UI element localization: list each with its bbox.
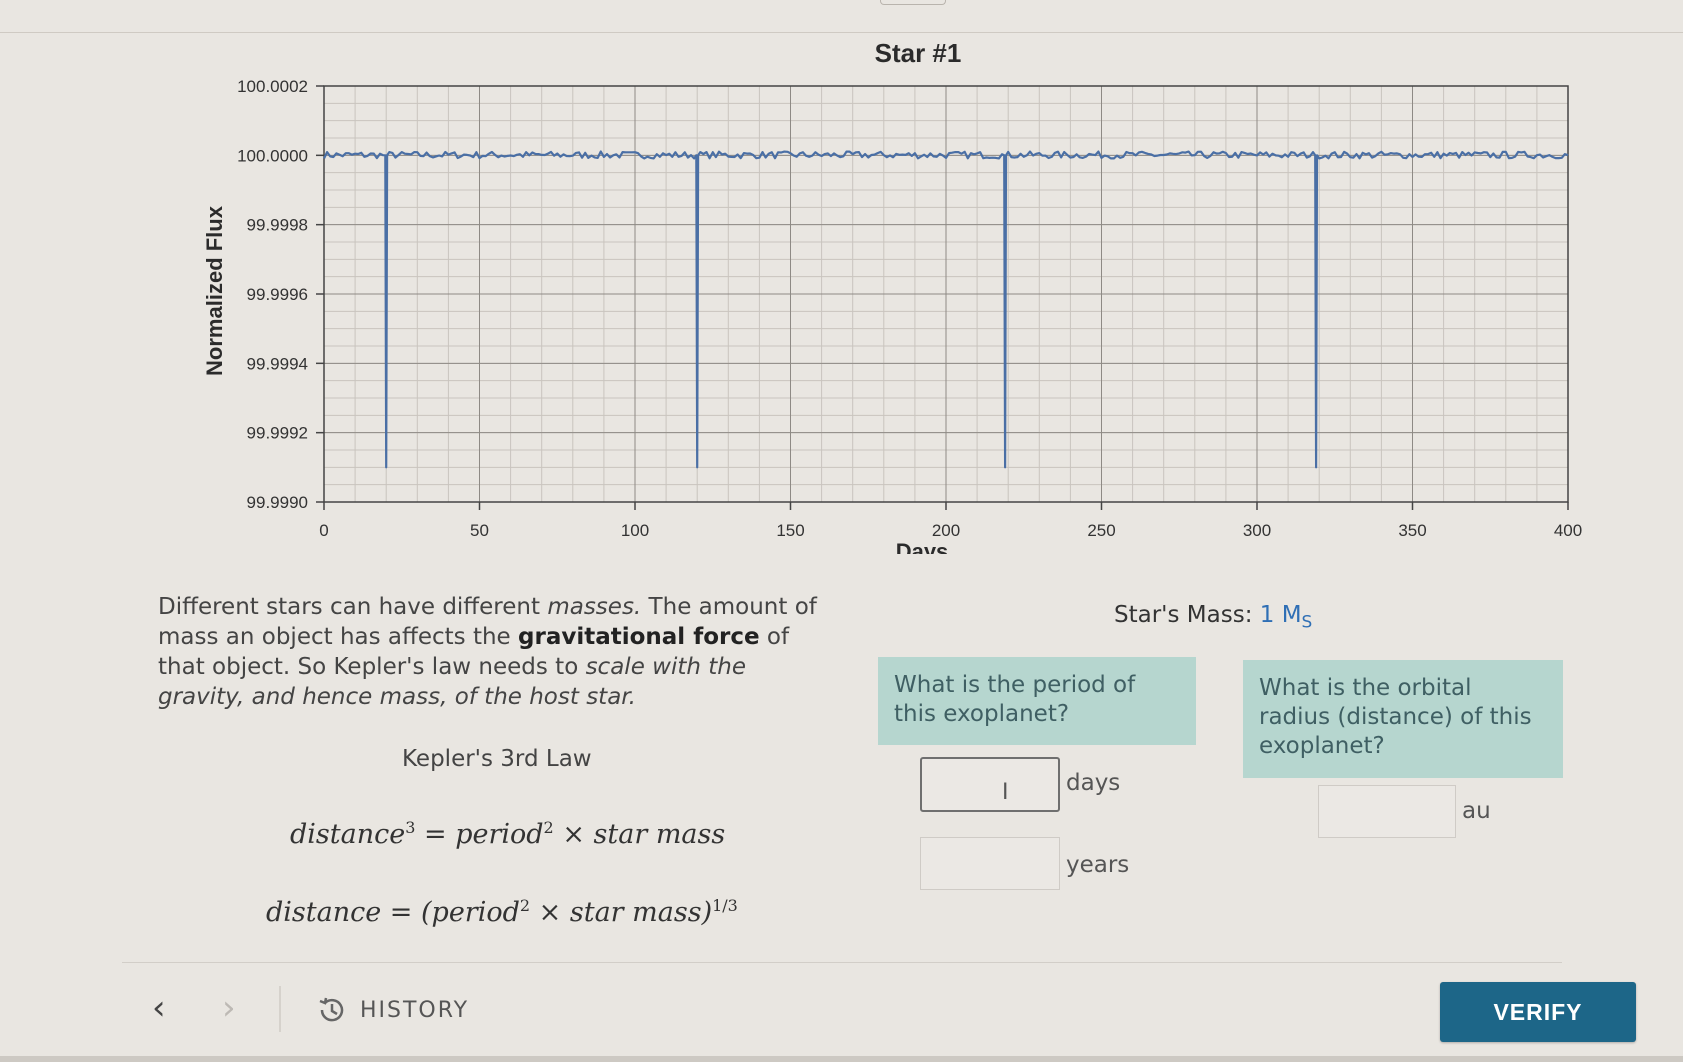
plot-frame bbox=[323, 85, 1569, 503]
y-tick-label: 99.9998 bbox=[247, 216, 308, 235]
previous-arrow-icon[interactable]: ‹ bbox=[152, 988, 166, 1028]
kepler-formula-1: distance3 = period2 × star mass bbox=[290, 818, 726, 850]
bottom-divider bbox=[122, 962, 1562, 963]
x-tick-label: 0 bbox=[319, 521, 328, 540]
law-title: Kepler's 3rd Law bbox=[402, 746, 592, 772]
y-tick-label: 99.9994 bbox=[247, 354, 308, 373]
x-tick-label: 300 bbox=[1243, 521, 1271, 540]
kepler-formula-2: distance = (period2 × star mass)1/3 bbox=[266, 896, 738, 928]
top-divider bbox=[0, 32, 1683, 33]
period-days-input[interactable] bbox=[920, 757, 1060, 812]
x-tick-label: 150 bbox=[776, 521, 804, 540]
x-tick-label: 50 bbox=[470, 521, 489, 540]
flux-series-line bbox=[323, 150, 1569, 469]
history-clock-icon bbox=[319, 997, 344, 1022]
x-tick-label: 350 bbox=[1398, 521, 1426, 540]
description-text: Different stars can have different masse… bbox=[158, 594, 817, 710]
window-bottom-edge bbox=[0, 1056, 1683, 1062]
x-tick-label: 100 bbox=[621, 521, 649, 540]
nav-separator bbox=[279, 986, 281, 1032]
x-tick-label: 200 bbox=[932, 521, 960, 540]
history-button[interactable]: HISTORY bbox=[316, 994, 469, 1026]
star-mass-value: 1 MS bbox=[1259, 602, 1313, 633]
y-axis-label: Normalized Flux bbox=[202, 205, 227, 376]
chart-title: Star #1 bbox=[875, 38, 962, 68]
radius-au-input[interactable] bbox=[1318, 785, 1456, 838]
period-question: What is the period of this exoplanet? bbox=[878, 657, 1196, 745]
history-label: HISTORY bbox=[360, 997, 470, 1023]
y-tick-label: 100.0000 bbox=[237, 146, 308, 165]
next-arrow-icon[interactable]: › bbox=[222, 988, 236, 1028]
gravitational-force-bold: gravitational force bbox=[518, 624, 760, 650]
y-tick-label: 100.0002 bbox=[237, 77, 308, 96]
verify-button[interactable]: VERIFY bbox=[1440, 982, 1636, 1042]
au-unit-label: au bbox=[1462, 798, 1491, 824]
star-mass: Star's Mass: 1 MS bbox=[1114, 602, 1313, 633]
x-axis-label: Days bbox=[896, 539, 949, 554]
y-tick-label: 99.9990 bbox=[247, 493, 308, 512]
light-curve-chart: Star #1 99.9990 99.9992 99.9994 99.9996 99.9… bbox=[202, 38, 1582, 554]
scale-emphasis: scale with the gravity, and hence mass, … bbox=[158, 654, 747, 710]
x-tick-label: 400 bbox=[1554, 521, 1582, 540]
y-tick-label: 99.9992 bbox=[247, 424, 308, 443]
days-unit-label: days bbox=[1066, 770, 1121, 796]
x-tick-label: 250 bbox=[1087, 521, 1115, 540]
years-unit-label: years bbox=[1066, 852, 1130, 878]
radius-question: What is the orbital radius (distance) of… bbox=[1243, 660, 1563, 778]
top-tab-handle bbox=[880, 0, 946, 5]
masses-emphasis: masses. bbox=[547, 594, 642, 620]
text-cursor-icon: I bbox=[1002, 780, 1009, 805]
period-years-input[interactable] bbox=[920, 837, 1060, 890]
y-tick-label: 99.9996 bbox=[247, 285, 308, 304]
